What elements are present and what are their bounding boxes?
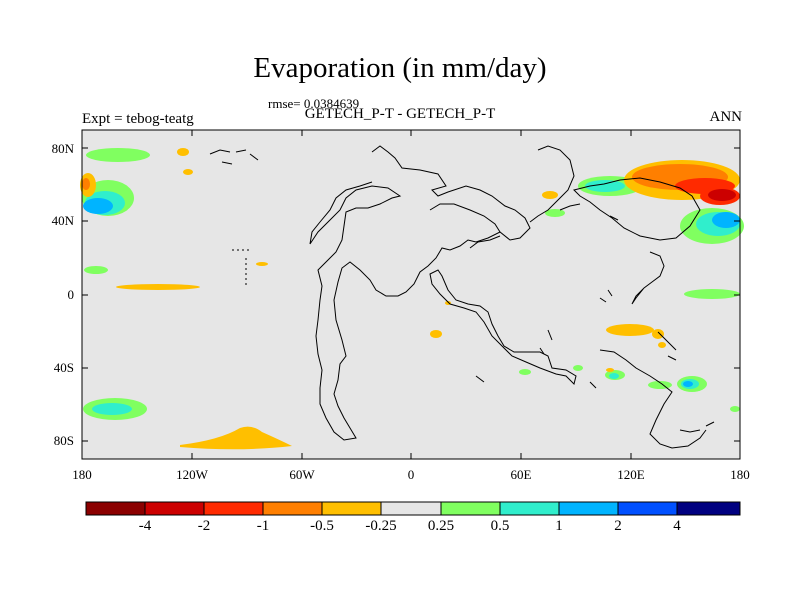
colorbar-bin bbox=[322, 502, 381, 515]
contour-patch bbox=[684, 289, 740, 299]
x-tick-label: 120E bbox=[617, 467, 645, 482]
colorbar-bin bbox=[263, 502, 322, 515]
coastline bbox=[573, 177, 701, 241]
colorbar-bin bbox=[86, 502, 145, 515]
positive-anomaly-blue bbox=[83, 198, 740, 387]
y-tick-label: 40S bbox=[53, 360, 74, 375]
contour-patch bbox=[430, 330, 442, 338]
contour-patch bbox=[542, 191, 558, 199]
contour-patch bbox=[82, 178, 90, 190]
colorbar-label: -4 bbox=[138, 518, 152, 534]
contour-patch bbox=[606, 324, 654, 336]
contour-patch bbox=[545, 209, 565, 217]
coastline bbox=[429, 203, 501, 249]
coastline bbox=[631, 251, 665, 305]
contour-patch bbox=[609, 373, 619, 379]
coastline bbox=[232, 249, 250, 286]
y-tick-label: 40N bbox=[51, 213, 74, 228]
contour-patch bbox=[180, 426, 292, 450]
contour-patch bbox=[84, 266, 108, 274]
rmse-label: rmse= 0.0384639 bbox=[268, 96, 360, 111]
contour-patch bbox=[519, 369, 531, 375]
contour-patch bbox=[256, 262, 268, 266]
center-label: GETECH_P-T - GETECH_P-T bbox=[304, 106, 496, 122]
contour-patch bbox=[116, 284, 200, 290]
contour-patch bbox=[83, 198, 113, 214]
coastline bbox=[679, 421, 715, 433]
y-tick-label: 80N bbox=[51, 141, 74, 156]
coastline bbox=[475, 375, 597, 389]
colorbar-bin bbox=[559, 502, 618, 515]
colorbar-bin bbox=[381, 502, 441, 515]
colorbar-label: -0.5 bbox=[310, 518, 334, 534]
coastlines bbox=[209, 145, 715, 449]
colorbar-bin bbox=[677, 502, 740, 515]
contour-patch bbox=[606, 368, 614, 372]
colorbar-bin bbox=[145, 502, 204, 515]
colorbar-bin bbox=[500, 502, 559, 515]
colorbar-label: 0.25 bbox=[427, 518, 455, 534]
colorbar-label: 2 bbox=[614, 518, 622, 534]
coastline bbox=[429, 269, 577, 385]
map-panel bbox=[80, 129, 744, 460]
x-tick-label: 60W bbox=[289, 467, 315, 482]
negative-anomaly-darkred bbox=[708, 189, 736, 201]
colorbar-label: -0.25 bbox=[365, 518, 397, 534]
colorbar-label: -1 bbox=[256, 518, 270, 534]
colorbar bbox=[85, 501, 741, 516]
x-tick-label: 60E bbox=[510, 467, 532, 482]
coastline bbox=[539, 289, 613, 355]
coastline bbox=[657, 331, 677, 361]
contour-patch bbox=[92, 403, 132, 415]
contour-patch bbox=[183, 169, 193, 175]
y-tick-label: 0 bbox=[67, 287, 75, 302]
colorbar-label: 4 bbox=[673, 518, 681, 534]
y-tick-label: 80S bbox=[53, 433, 74, 448]
contour-patch bbox=[712, 212, 740, 228]
colorbar-bin bbox=[618, 502, 677, 515]
contour-patch bbox=[683, 381, 693, 387]
contour-patch bbox=[86, 148, 150, 162]
coastline bbox=[599, 349, 707, 449]
axis-ticks bbox=[81, 130, 741, 459]
plot-title: Evaporation (in mm/day) bbox=[253, 52, 547, 84]
colorbar-label: -2 bbox=[197, 518, 211, 534]
x-tick-label: 0 bbox=[407, 467, 415, 482]
experiment-label: Expt = tebog-teatg bbox=[82, 111, 194, 127]
contour-patch bbox=[658, 342, 666, 348]
colorbar-bin bbox=[441, 502, 500, 515]
contour-patch bbox=[708, 189, 736, 201]
contour-patch bbox=[585, 180, 625, 192]
colorbar-frame bbox=[85, 501, 741, 516]
contour-patch bbox=[177, 148, 189, 156]
contour-patch bbox=[652, 329, 664, 339]
contour-patch bbox=[573, 365, 583, 371]
x-tick-label: 120W bbox=[176, 467, 208, 482]
colorbar-label: 0.5 bbox=[490, 518, 510, 534]
coastline bbox=[559, 203, 619, 221]
season-label: ANN bbox=[709, 109, 743, 125]
colorbar-label: 1 bbox=[555, 518, 563, 534]
contour-patch bbox=[730, 406, 740, 412]
x-tick-label: 180 bbox=[730, 467, 750, 482]
coastline bbox=[309, 145, 531, 441]
coastline bbox=[529, 145, 575, 223]
coastline bbox=[209, 149, 259, 165]
x-tick-label: 180 bbox=[72, 467, 92, 482]
colorbar-bin bbox=[204, 502, 263, 515]
